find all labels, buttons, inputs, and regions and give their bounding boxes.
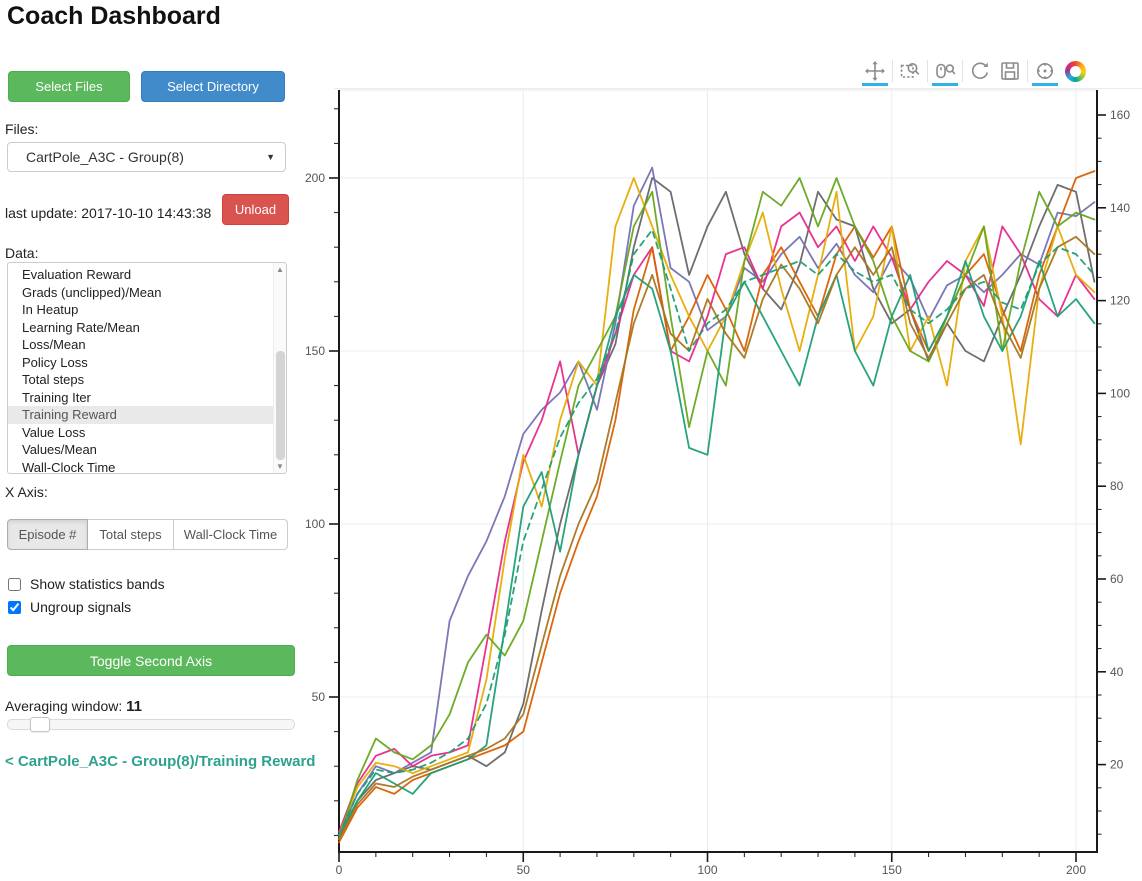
checkbox-label: Show statistics bands [30, 576, 165, 592]
list-item[interactable]: Training Iter [22, 389, 91, 405]
chevron-down-icon: ▼ [266, 152, 275, 162]
tab-wall-clock-time[interactable]: Wall-Clock Time [174, 519, 288, 550]
list-scrollbar[interactable]: ▲ ▼ [273, 263, 286, 473]
xaxis-segmented-control: Episode # Total steps Wall-Clock Time [7, 519, 288, 550]
toolbar-separator [962, 60, 963, 82]
tick-label: 20 [1110, 758, 1124, 772]
slider-handle[interactable] [30, 717, 50, 732]
data-label: Data: [5, 245, 39, 261]
toolbar-separator [892, 60, 893, 82]
last-update-text: last update: 2017-10-10 14:43:38 [5, 205, 212, 221]
select-directory-button[interactable]: Select Directory [141, 71, 285, 102]
tick-label: 200 [305, 171, 325, 185]
series-line-worker-1 [338, 166, 1096, 837]
tick-label: 140 [1110, 201, 1130, 215]
tick-label: 100 [305, 517, 325, 531]
tab-episode[interactable]: Episode # [7, 519, 88, 550]
data-items: Evaluation Reward Grads (unclipped)/Mean… [8, 266, 273, 474]
series-line-group-mean [338, 228, 1096, 837]
tick-label: 0 [336, 863, 343, 877]
list-item[interactable]: Wall-Clock Time [22, 459, 116, 474]
list-item[interactable]: Total steps [22, 372, 85, 387]
list-item[interactable]: In Heatup [22, 302, 79, 317]
tab-total-steps[interactable]: Total steps [88, 519, 174, 550]
series-line-worker-6 [338, 260, 1096, 837]
toolbar-divider [334, 88, 1142, 89]
averaging-window-text: Averaging window: [5, 698, 127, 714]
toolbar-separator [1027, 60, 1028, 82]
averaging-window-value: 11 [126, 698, 143, 715]
list-item[interactable]: Values/Mean [22, 442, 97, 457]
list-item[interactable]: Training Reward [8, 406, 273, 424]
select-files-button[interactable]: Select Files [8, 71, 130, 102]
scroll-up-icon[interactable]: ▲ [276, 265, 284, 274]
pan-tool-icon[interactable] [862, 58, 888, 86]
averaging-window-slider[interactable] [7, 717, 295, 732]
show-statistics-bands-checkbox[interactable] [8, 577, 21, 591]
list-item[interactable]: Grads (unclipped)/Mean [22, 284, 162, 300]
box-zoom-tool-icon[interactable] [897, 58, 923, 84]
data-listbox[interactable]: Evaluation Reward Grads (unclipped)/Mean… [7, 262, 287, 474]
tick-label: 50 [517, 863, 531, 877]
series-line-worker-3 [338, 170, 1096, 844]
breadcrumb[interactable]: < CartPole_A3C - Group(8)/Training Rewar… [5, 753, 316, 770]
hover-tool-icon[interactable] [1032, 58, 1058, 86]
tick-label: 200 [1066, 863, 1086, 877]
files-select[interactable]: CartPole_A3C - Group(8) ▼ [7, 142, 286, 172]
ungroup-signals-row: Ungroup signals [8, 599, 131, 615]
tick-label: 100 [697, 863, 717, 877]
tick-label: 120 [1110, 294, 1130, 308]
averaging-window-label: Averaging window: 11 [5, 698, 142, 715]
toggle-second-axis-button[interactable]: Toggle Second Axis [7, 645, 295, 676]
plot-frame [338, 89, 1098, 853]
tick-label: 80 [1110, 479, 1124, 493]
plot-toolbar [862, 57, 1086, 86]
tick-label: 40 [1110, 665, 1124, 679]
tick-label: 160 [1110, 108, 1130, 122]
list-item[interactable]: Evaluation Reward [22, 267, 132, 282]
page-title: Coach Dashboard [7, 2, 221, 30]
tick-label: 50 [312, 690, 326, 704]
save-tool-icon[interactable] [997, 58, 1023, 84]
series-line-worker-2 [338, 211, 1096, 833]
list-item[interactable]: Learning Rate/Mean [22, 319, 140, 335]
show-statistics-bands-row: Show statistics bands [8, 576, 165, 592]
checkbox-label: Ungroup signals [30, 599, 132, 615]
reset-tool-icon[interactable] [967, 58, 993, 84]
series-line-worker-4 [338, 177, 1096, 837]
series-line-worker-5 [338, 177, 1096, 840]
toolbar-separator [927, 60, 928, 82]
list-item[interactable]: Value Loss [22, 424, 86, 440]
bokeh-logo-icon[interactable] [1065, 60, 1086, 82]
tick-label: 150 [882, 863, 902, 877]
files-select-value: CartPole_A3C - Group(8) [26, 149, 184, 165]
scrollbar-thumb[interactable] [276, 351, 285, 461]
scroll-down-icon[interactable]: ▼ [276, 462, 284, 471]
files-label: Files: [5, 121, 39, 137]
tick-label: 60 [1110, 572, 1124, 586]
series-line-worker-7 [338, 235, 1096, 840]
list-item[interactable]: Policy Loss [22, 354, 88, 370]
list-item[interactable]: Loss/Mean [22, 337, 86, 352]
wheel-zoom-tool-icon[interactable] [932, 58, 958, 86]
tick-label: 100 [1110, 386, 1130, 400]
unload-button[interactable]: Unload [222, 194, 289, 225]
ungroup-signals-checkbox[interactable] [8, 600, 21, 614]
tick-label: 150 [305, 344, 325, 358]
xaxis-label: X Axis: [5, 484, 48, 500]
